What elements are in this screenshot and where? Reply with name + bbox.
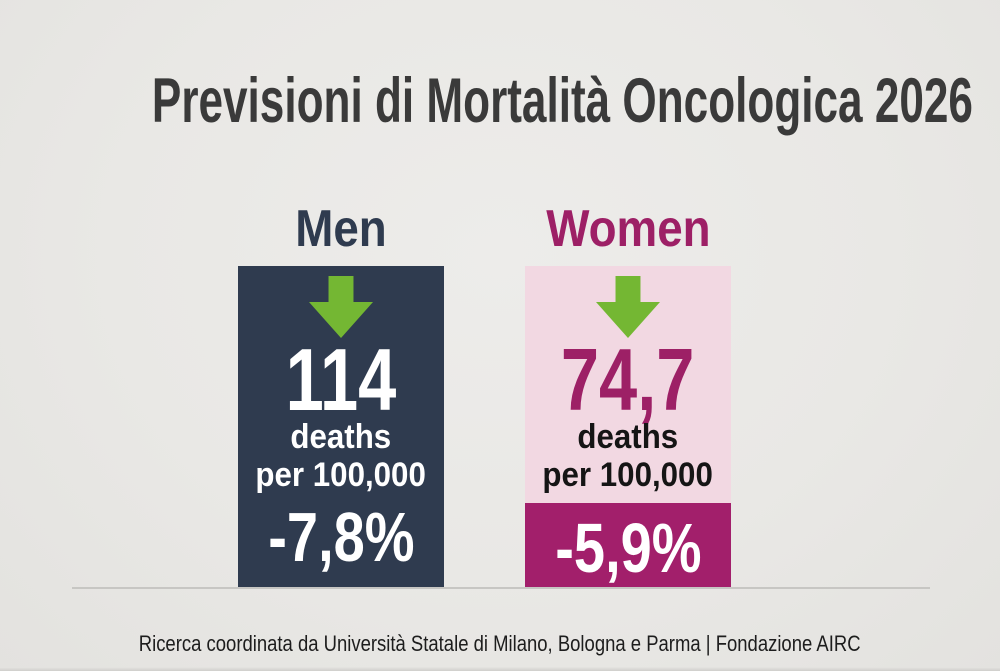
down-arrow-icon (309, 276, 373, 338)
page-title: Previsioni di Mortalità Oncologica 2026 (151, 66, 973, 136)
men-percent-change: -7,8% (267, 498, 415, 576)
women-death-rate-value: 74,7 (561, 330, 695, 429)
women-card: 74,7 deaths per 100,000 -5,9% (525, 266, 731, 588)
horizontal-divider (72, 587, 930, 589)
men-column-label: Men (295, 200, 387, 258)
women-percent-band: -5,9% (525, 503, 731, 588)
source-credit: Ricerca coordinata da Università Statale… (139, 631, 861, 656)
women-death-rate-unit: deaths per 100,000 (542, 418, 714, 495)
bottom-edge-shade (0, 667, 1000, 671)
women-column-label: Women (545, 200, 711, 258)
men-death-rate-unit: deaths per 100,000 (255, 418, 427, 495)
men-card: 114 deaths per 100,000 -7,8% (238, 266, 444, 588)
men-death-rate-value: 114 (285, 330, 397, 429)
down-arrow-icon (596, 276, 660, 338)
women-percent-change: -5,9% (554, 508, 702, 587)
